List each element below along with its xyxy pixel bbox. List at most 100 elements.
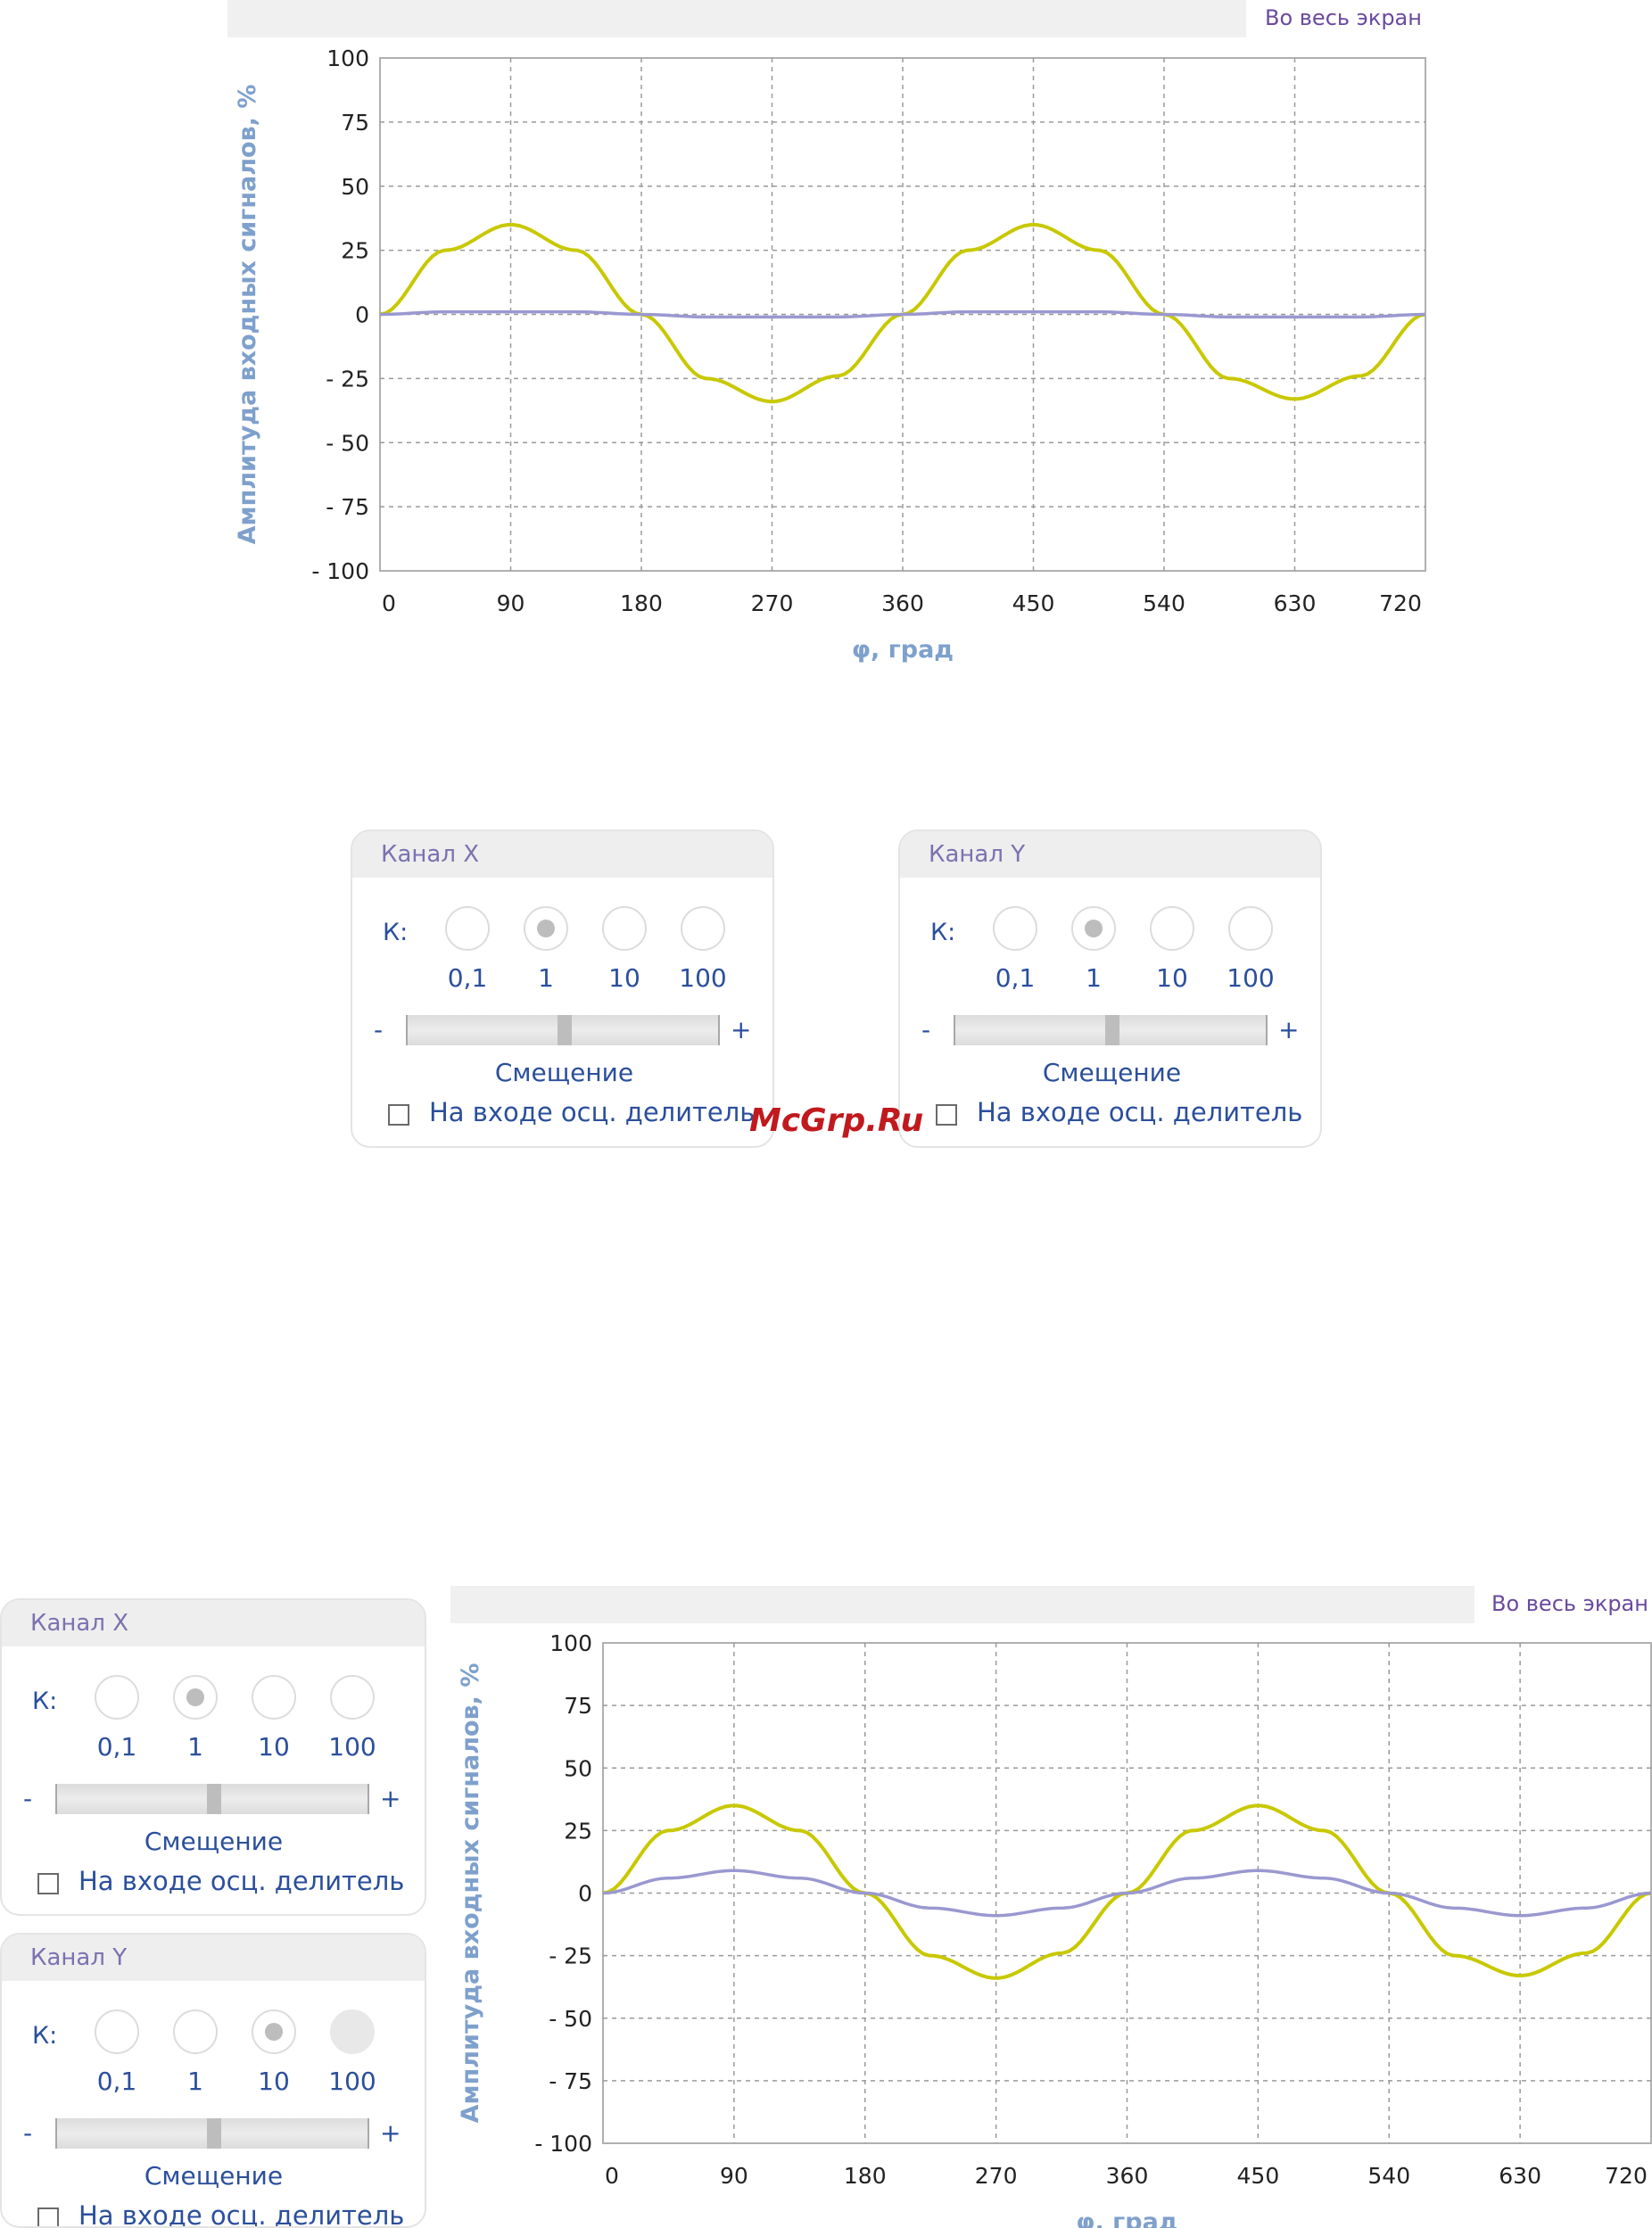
y-tick-label: - 75 (326, 494, 369, 520)
k-radio-label: 1 (187, 2067, 203, 2096)
x-tick-label: 180 (620, 590, 663, 616)
k-radio-1[interactable] (95, 2009, 139, 2054)
y-tick-label: - 75 (549, 2068, 592, 2094)
divider-checkbox[interactable] (37, 2207, 59, 2226)
offset-slider-thumb[interactable] (207, 2118, 221, 2149)
y-tick-label: - 50 (326, 430, 369, 456)
offset-slider-track[interactable] (55, 2118, 369, 2149)
y-tick-label: 25 (341, 238, 369, 264)
k-radio-label: 100 (1227, 963, 1275, 993)
fullscreen-link-top[interactable]: Во весь экран (1265, 5, 1422, 30)
x-tick-label: 630 (1274, 590, 1317, 616)
panel-title: Канал Y (900, 831, 1320, 878)
k-radio-4[interactable] (330, 2009, 375, 2054)
k-radio-3[interactable] (252, 2009, 296, 2054)
offset-plus-label: + (380, 2118, 401, 2148)
series-line-1 (379, 309, 1426, 319)
x-tick-label: 90 (497, 590, 525, 616)
offset-label: Смещение (144, 1827, 284, 1856)
fullscreen-link-bottom[interactable]: Во весь экран (1491, 1591, 1648, 1616)
x-tick-label: 180 (844, 2163, 887, 2189)
k-radio-2[interactable] (1071, 906, 1116, 951)
k-radio-label: 1 (538, 963, 554, 993)
divider-checkbox[interactable] (936, 1104, 957, 1126)
x-tick-label: 360 (881, 590, 924, 616)
x-tick-label: 540 (1143, 590, 1185, 616)
k-radio-2[interactable] (524, 906, 568, 951)
offset-plus-label: + (731, 1015, 752, 1044)
k-label: К: (930, 919, 956, 946)
y-tick-label: 0 (578, 1881, 592, 1907)
y-tick-label: 100 (326, 45, 369, 71)
y-tick-label: - 100 (534, 2131, 592, 2157)
offset-slider-thumb[interactable] (207, 1784, 221, 1814)
k-radio-4[interactable] (1228, 906, 1273, 951)
divider-checkbox-label: На входе осц. делитель (977, 1097, 1303, 1127)
channel-panel: Канал X К: 0,1 1 10 100 - + Смещение На входе осц… (0, 1598, 426, 1916)
k-radio-label: 10 (258, 2067, 290, 2096)
x-axis-label: φ, град (1076, 2208, 1177, 2228)
k-radio-label: 10 (608, 963, 640, 993)
series-line-1 (602, 1869, 1652, 1918)
k-radio-label: 0,1 (96, 2067, 137, 2096)
k-radio-2[interactable] (173, 1675, 218, 1720)
y-tick-label: 50 (341, 174, 369, 200)
k-label: К: (32, 2022, 58, 2050)
y-tick-label: 75 (341, 110, 369, 136)
k-radio-4[interactable] (681, 906, 725, 951)
offset-slider-track[interactable] (954, 1015, 1268, 1045)
x-tick-label: 270 (751, 590, 794, 616)
k-radio-2[interactable] (173, 2009, 218, 2054)
k-label: К: (32, 1688, 58, 1715)
y-tick-label: 0 (355, 302, 369, 328)
x-tick-label: 450 (1237, 2163, 1280, 2189)
k-radio-1[interactable] (445, 906, 490, 951)
x-tick-label: 540 (1367, 2163, 1410, 2189)
x-tick-label: 450 (1012, 590, 1055, 616)
y-tick-label: 50 (564, 1755, 592, 1781)
k-radio-3[interactable] (252, 1675, 296, 1720)
y-tick-label: 25 (564, 1818, 592, 1844)
offset-label: Смещение (1042, 1058, 1182, 1087)
k-radio-3[interactable] (1150, 906, 1194, 951)
k-radio-label: 0,1 (995, 963, 1036, 993)
k-radio-3[interactable] (602, 906, 647, 951)
chart-bottom-titlebar (450, 1586, 1474, 1623)
k-radio-4[interactable] (330, 1675, 375, 1720)
offset-minus-label: - (921, 1015, 931, 1044)
k-radio-label: 1 (1086, 963, 1102, 993)
k-radio-label: 100 (328, 1732, 376, 1762)
offset-slider-track[interactable] (406, 1015, 720, 1045)
channel-panel: Канал Y К: 0,1 1 10 100 - + Смещение На входе осц… (898, 829, 1322, 1148)
y-tick-label: 100 (549, 1630, 592, 1656)
offset-minus-label: - (374, 1015, 384, 1044)
k-radio-label: 1 (187, 1732, 203, 1762)
divider-checkbox[interactable] (37, 1873, 59, 1894)
offset-minus-label: - (23, 1784, 33, 1813)
k-radio-label: 10 (258, 1732, 290, 1762)
divider-checkbox[interactable] (388, 1104, 409, 1126)
offset-slider-track[interactable] (55, 1784, 369, 1814)
chart-top-titlebar (227, 0, 1246, 37)
k-radio-label: 100 (679, 963, 727, 993)
k-radio-1[interactable] (993, 906, 1037, 951)
channel-panel: Канал X К: 0,1 1 10 100 - + Смещение На входе осц… (351, 829, 774, 1148)
panel-title: Канал X (2, 1600, 425, 1646)
x-tick-label: 630 (1499, 2163, 1541, 2189)
y-tick-label: - 25 (549, 1943, 592, 1969)
k-radio-1[interactable] (95, 1675, 139, 1720)
divider-checkbox-label: На входе осц. делитель (429, 1097, 756, 1127)
offset-minus-label: - (23, 2118, 33, 2148)
offset-label: Смещение (494, 1058, 634, 1087)
offset-plus-label: + (1278, 1015, 1300, 1044)
x-axis-label: φ, град (852, 636, 954, 664)
y-tick-label: - 50 (549, 2006, 592, 2032)
offset-slider-thumb[interactable] (1105, 1015, 1119, 1045)
k-radio-label: 10 (1156, 963, 1188, 993)
x-tick-label: 360 (1106, 2163, 1149, 2189)
watermark-text: McGrp.Ru (749, 1102, 924, 1139)
panel-title: Канал Y (2, 1935, 425, 1981)
offset-slider-thumb[interactable] (558, 1015, 572, 1045)
y-axis-label: Амплитуда входных сигналов, % (457, 1663, 484, 2124)
k-radio-label: 100 (328, 2067, 376, 2096)
